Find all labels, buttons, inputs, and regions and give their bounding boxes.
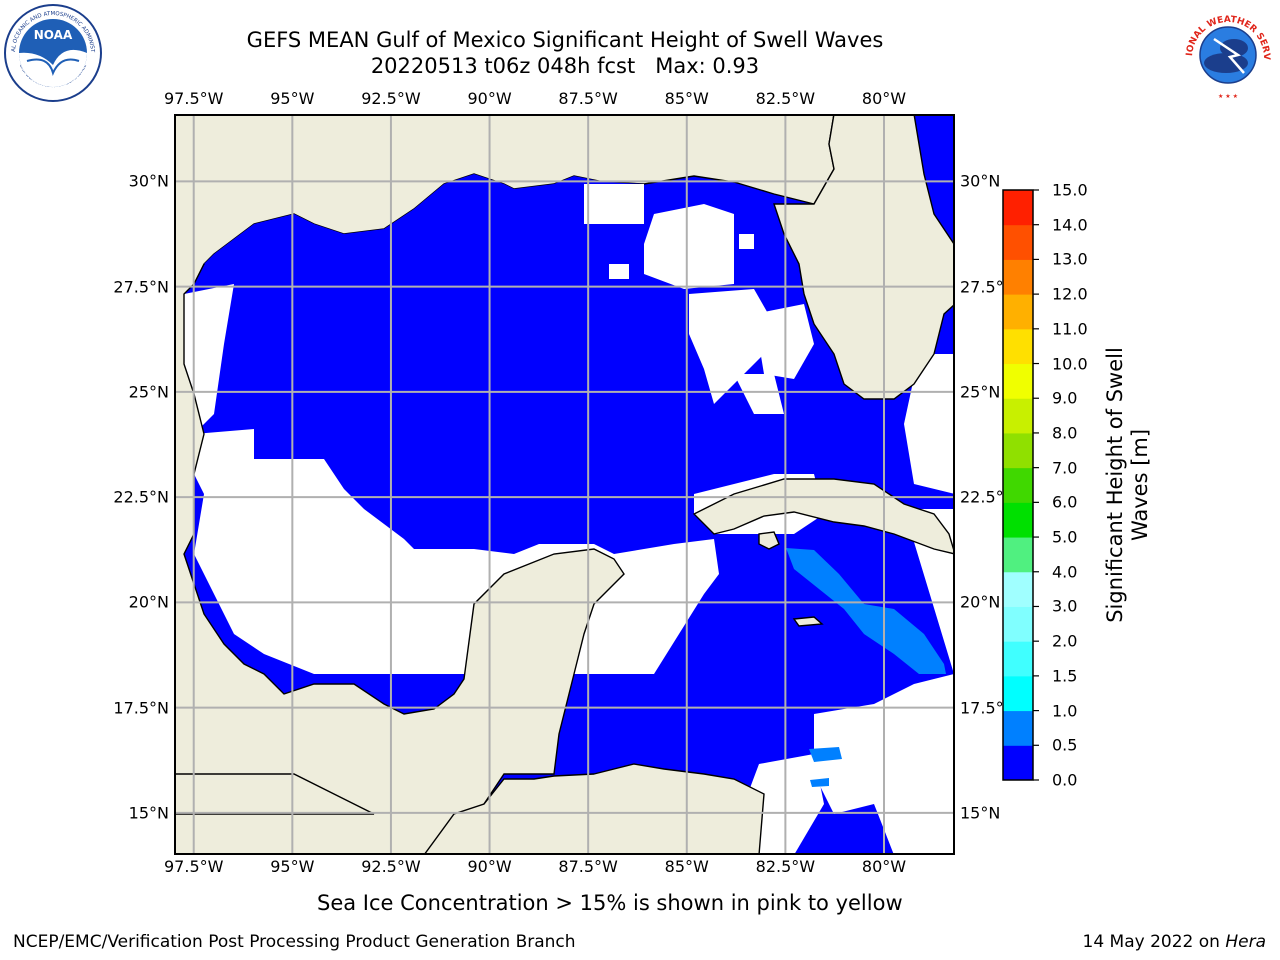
longitude-label: 90°W	[467, 89, 512, 108]
colorbar-segment	[1003, 606, 1033, 642]
latitude-label: 27.5°N	[960, 277, 1016, 297]
longitude-label: 82.5°W	[755, 857, 816, 876]
colorbar-segment	[1003, 467, 1033, 503]
latitude-label: 30°N	[128, 171, 169, 191]
colorbar-tick-label: 5.0	[1052, 527, 1078, 547]
gulf-white-fix	[584, 184, 644, 224]
longitude-label: 85°W	[664, 89, 709, 108]
colorbar-tick-label: 7.0	[1052, 458, 1078, 478]
map-plot	[174, 114, 955, 855]
colorbar-segment	[1003, 294, 1033, 330]
longitude-label: 95°W	[270, 89, 315, 108]
colorbar-frame	[1002, 189, 1034, 781]
colorbar-tick-label: 8.0	[1052, 423, 1078, 443]
noaa-logo: NATIONAL OCEANIC AND ATMOSPHERIC ADMINIS…	[0, 0, 103, 103]
longitude-label: 85°W	[664, 857, 709, 876]
colorbar-tick-label: 13.0	[1052, 249, 1088, 269]
colorbar-segment	[1003, 571, 1033, 607]
colorbar-segment	[1003, 190, 1033, 226]
colorbar-label-line1: Significant Height of Swell	[1103, 347, 1127, 623]
colorbar-segment	[1003, 432, 1033, 469]
longitude-label: 87.5°W	[558, 89, 618, 108]
colorbar-segment	[1003, 641, 1033, 677]
longitude-label: 82.5°W	[755, 89, 816, 108]
chart-subtitle: 20220513 t06z 048h fcst Max: 0.93	[370, 54, 760, 78]
colorbar-tick-label: 11.0	[1052, 319, 1088, 339]
latitude-label: 22.5°N	[960, 487, 1016, 507]
colorbar-segment	[1003, 398, 1033, 434]
latitude-label: 15°N	[128, 803, 169, 823]
footer-date-text: 14 May 2022 on	[1082, 932, 1226, 952]
graticule	[174, 114, 955, 855]
longitude-label: 87.5°W	[558, 857, 618, 876]
longitude-label: 90°W	[467, 857, 512, 876]
latitude-label: 15°N	[960, 803, 1001, 823]
colorbar	[1002, 189, 1039, 781]
gulf-water-fix	[204, 174, 644, 264]
colorbar-tick-label: 1.0	[1052, 701, 1078, 721]
longitude-label: 80°W	[861, 89, 907, 108]
latitude-label: 17.5°N	[113, 698, 169, 718]
colorbar-segment	[1003, 224, 1033, 260]
colorbar-tick-label: 0.0	[1052, 770, 1078, 790]
colorbar-tick-label: 2.0	[1052, 631, 1078, 651]
sea-ice-note: Sea Ice Concentration > 15% is shown in …	[317, 891, 903, 915]
longitude-label: 97.5°W	[163, 857, 224, 876]
longitude-label: 80°W	[861, 857, 907, 876]
colorbar-tick-label: 4.0	[1052, 562, 1078, 582]
svg-text:★ ★ ★: ★ ★ ★	[1218, 93, 1238, 100]
latitude-label: 17.5°N	[960, 698, 1016, 718]
latitude-label: 22.5°N	[113, 487, 169, 507]
colorbar-segment	[1003, 537, 1033, 573]
footer-date: 14 May 2022 on Hera	[1083, 932, 1267, 952]
chart-title: GEFS MEAN Gulf of Mexico Significant Hei…	[246, 28, 884, 52]
footer-machine: Hera	[1225, 932, 1266, 952]
colorbar-segment	[1003, 363, 1033, 399]
latitude-label: 27.5°N	[113, 277, 169, 297]
colorbar-label-line2: Waves [m]	[1128, 428, 1152, 542]
colorbar-segment	[1003, 710, 1033, 746]
colorbar-segment	[1003, 502, 1033, 538]
colorbar-tick-label: 15.0	[1052, 180, 1088, 200]
footer-branch: NCEP/EMC/Verification Post Processing Pr…	[13, 932, 576, 952]
colorbar-tick-label: 1.5	[1052, 666, 1078, 686]
longitude-label: 92.5°W	[361, 857, 421, 876]
nws-logo: NATIONAL WEATHER SERVICE ★ ★ ★	[1174, 0, 1278, 103]
longitude-label: 92.5°W	[361, 89, 421, 108]
colorbar-tick-label: 12.0	[1052, 284, 1088, 304]
colorbar-tick-label: 10.0	[1052, 354, 1088, 374]
colorbar-tick-label: 6.0	[1052, 492, 1078, 512]
colorbar-segment	[1003, 328, 1033, 365]
colorbar-tick-label: 14.0	[1052, 215, 1088, 235]
map-frame	[174, 114, 955, 855]
colorbar-segment	[1003, 259, 1033, 295]
noaa-logo-text: NOAA	[34, 28, 73, 42]
colorbar-tick-label: 0.5	[1052, 735, 1078, 755]
longitude-label: 95°W	[270, 857, 315, 876]
latitude-label: 25°N	[128, 382, 169, 402]
longitude-label: 97.5°W	[163, 89, 224, 108]
colorbar-segment	[1003, 675, 1033, 712]
latitude-label: 30°N	[960, 171, 1001, 191]
latitude-label: 20°N	[960, 592, 1001, 612]
colorbar-tick-label: 3.0	[1052, 596, 1078, 616]
colorbar-tick-label: 9.0	[1052, 388, 1078, 408]
latitude-label: 25°N	[960, 382, 1001, 402]
latitude-label: 20°N	[128, 592, 169, 612]
colorbar-segment	[1003, 745, 1033, 781]
